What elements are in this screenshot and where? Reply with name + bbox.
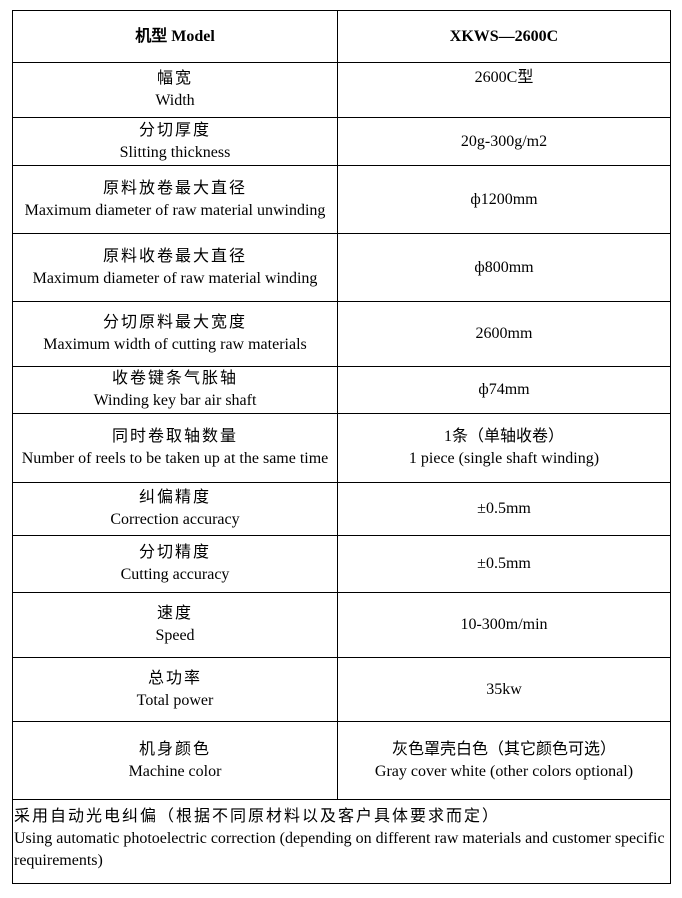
spec-label-en: Slitting thickness [119, 143, 231, 161]
spec-value-main: ±0.5mm [477, 555, 531, 572]
header-row: 机型 Model XKWS—2600C [12, 10, 671, 63]
note-cell: 采用自动光电纠偏（根据不同原材料以及客户具体要求而定） Using automa… [12, 799, 671, 884]
spec-value: 2600C型 [337, 62, 671, 118]
spec-value-main: 1条（单轴收卷） [443, 428, 564, 445]
spec-row: 同时卷取轴数量 Number of reels to be taken up a… [12, 413, 671, 483]
spec-row: 原料放卷最大直径 Maximum diameter of raw materia… [12, 165, 671, 234]
spec-label-zh: 原料收卷最大直径 [102, 247, 247, 265]
spec-label: 纠偏精度 Correction accuracy [12, 482, 338, 536]
spec-value-secondary: 1 piece (single shaft winding) [408, 450, 600, 467]
spec-label-zh: 分切厚度 [138, 121, 211, 139]
spec-row: 幅宽 Width 2600C型 [12, 62, 671, 118]
spec-label-en: Width [155, 92, 195, 109]
spec-label-zh: 分切原料最大宽度 [102, 314, 247, 331]
spec-label: 同时卷取轴数量 Number of reels to be taken up a… [12, 413, 338, 483]
spec-value: ф74mm [337, 366, 671, 414]
spec-value: 10-300m/min [337, 592, 671, 658]
spec-label: 原料放卷最大直径 Maximum diameter of raw materia… [12, 165, 338, 234]
spec-row: 总功率 Total power 35kw [12, 657, 671, 722]
spec-value-secondary: Gray cover white (other colors optional) [374, 762, 634, 780]
spec-value: 35kw [337, 657, 671, 722]
spec-row: 分切厚度 Slitting thickness 20g-300g/m2 [12, 117, 671, 166]
spec-label-zh: 同时卷取轴数量 [111, 428, 238, 445]
spec-value-main: ф800mm [474, 258, 534, 276]
spec-label-en: Maximum width of cutting raw materials [43, 336, 307, 353]
spec-label-en: Cutting accuracy [120, 566, 230, 583]
model-value: XKWS—2600C [337, 10, 671, 63]
spec-label-en: Winding key bar air shaft [93, 392, 257, 409]
spec-value-main: ф1200mm [470, 190, 538, 208]
spec-label-zh: 总功率 [147, 669, 202, 687]
spec-label: 分切原料最大宽度 Maximum width of cutting raw ma… [12, 301, 338, 367]
spec-row: 机身颜色 Machine color 灰色罩壳白色（其它颜色可选） Gray c… [12, 721, 671, 800]
spec-label-zh: 收卷键条气胀轴 [111, 370, 238, 387]
spec-label: 幅宽 Width [12, 62, 338, 118]
spec-row: 速度 Speed 10-300m/min [12, 592, 671, 658]
spec-label: 收卷键条气胀轴 Winding key bar air shaft [12, 366, 338, 414]
note-row: 采用自动光电纠偏（根据不同原材料以及客户具体要求而定） Using automa… [12, 799, 671, 884]
spec-row: 分切精度 Cutting accuracy ±0.5mm [12, 535, 671, 593]
spec-value-main: 20g-300g/m2 [460, 132, 548, 150]
spec-value: 1条（单轴收卷） 1 piece (single shaft winding) [337, 413, 671, 483]
spec-value: ±0.5mm [337, 482, 671, 536]
spec-value-main: 10-300m/min [460, 616, 548, 633]
note-zh: 采用自动光电纠偏（根据不同原材料以及客户具体要求而定） [14, 808, 501, 825]
spec-row: 纠偏精度 Correction accuracy ±0.5mm [12, 482, 671, 536]
spec-value-main: 2600mm [475, 325, 533, 342]
spec-label: 原料收卷最大直径 Maximum diameter of raw materia… [12, 233, 338, 302]
spec-value-main: 2600C型 [474, 69, 534, 86]
spec-label: 速度 Speed [12, 592, 338, 658]
spec-row: 原料收卷最大直径 Maximum diameter of raw materia… [12, 233, 671, 302]
spec-label-en: Total power [136, 691, 214, 709]
spec-label-en: Maximum diameter of raw material winding [32, 269, 318, 287]
spec-label: 总功率 Total power [12, 657, 338, 722]
spec-label-zh: 分切精度 [138, 544, 211, 561]
model-label: 机型 Model [12, 10, 338, 63]
spec-value: ±0.5mm [337, 535, 671, 593]
spec-label-zh: 原料放卷最大直径 [102, 179, 247, 197]
spec-row: 收卷键条气胀轴 Winding key bar air shaft ф74mm [12, 366, 671, 414]
spec-value-main: 35kw [486, 680, 522, 698]
spec-label: 分切厚度 Slitting thickness [12, 117, 338, 166]
spec-label-en: Machine color [128, 762, 222, 780]
spec-row: 分切原料最大宽度 Maximum width of cutting raw ma… [12, 301, 671, 367]
spec-value: 2600mm [337, 301, 671, 367]
spec-label: 机身颜色 Machine color [12, 721, 338, 800]
spec-value: ф1200mm [337, 165, 671, 234]
spec-value: 灰色罩壳白色（其它颜色可选） Gray cover white (other c… [337, 721, 671, 800]
spec-label-zh: 纠偏精度 [138, 489, 211, 506]
spec-value-main: ±0.5mm [477, 500, 531, 517]
spec-label-en: Correction accuracy [110, 511, 240, 528]
spec-value-main: ф74mm [478, 381, 530, 398]
spec-label-zh: 幅宽 [156, 70, 193, 87]
spec-table: 机型 Model XKWS—2600C 幅宽 Width 2600C型 分切厚度… [12, 10, 671, 884]
spec-value: 20g-300g/m2 [337, 117, 671, 166]
spec-label: 分切精度 Cutting accuracy [12, 535, 338, 593]
spec-label-zh: 机身颜色 [138, 740, 211, 758]
spec-value-main: 灰色罩壳白色（其它颜色可选） [391, 740, 616, 758]
spec-label-zh: 速度 [156, 605, 193, 622]
spec-label-en: Speed [155, 627, 195, 644]
spec-value: ф800mm [337, 233, 671, 302]
note-en: Using automatic photoelectric correction… [14, 830, 665, 869]
spec-label-en: Maximum diameter of raw material unwindi… [24, 201, 326, 219]
spec-label-en: Number of reels to be taken up at the sa… [21, 450, 329, 467]
